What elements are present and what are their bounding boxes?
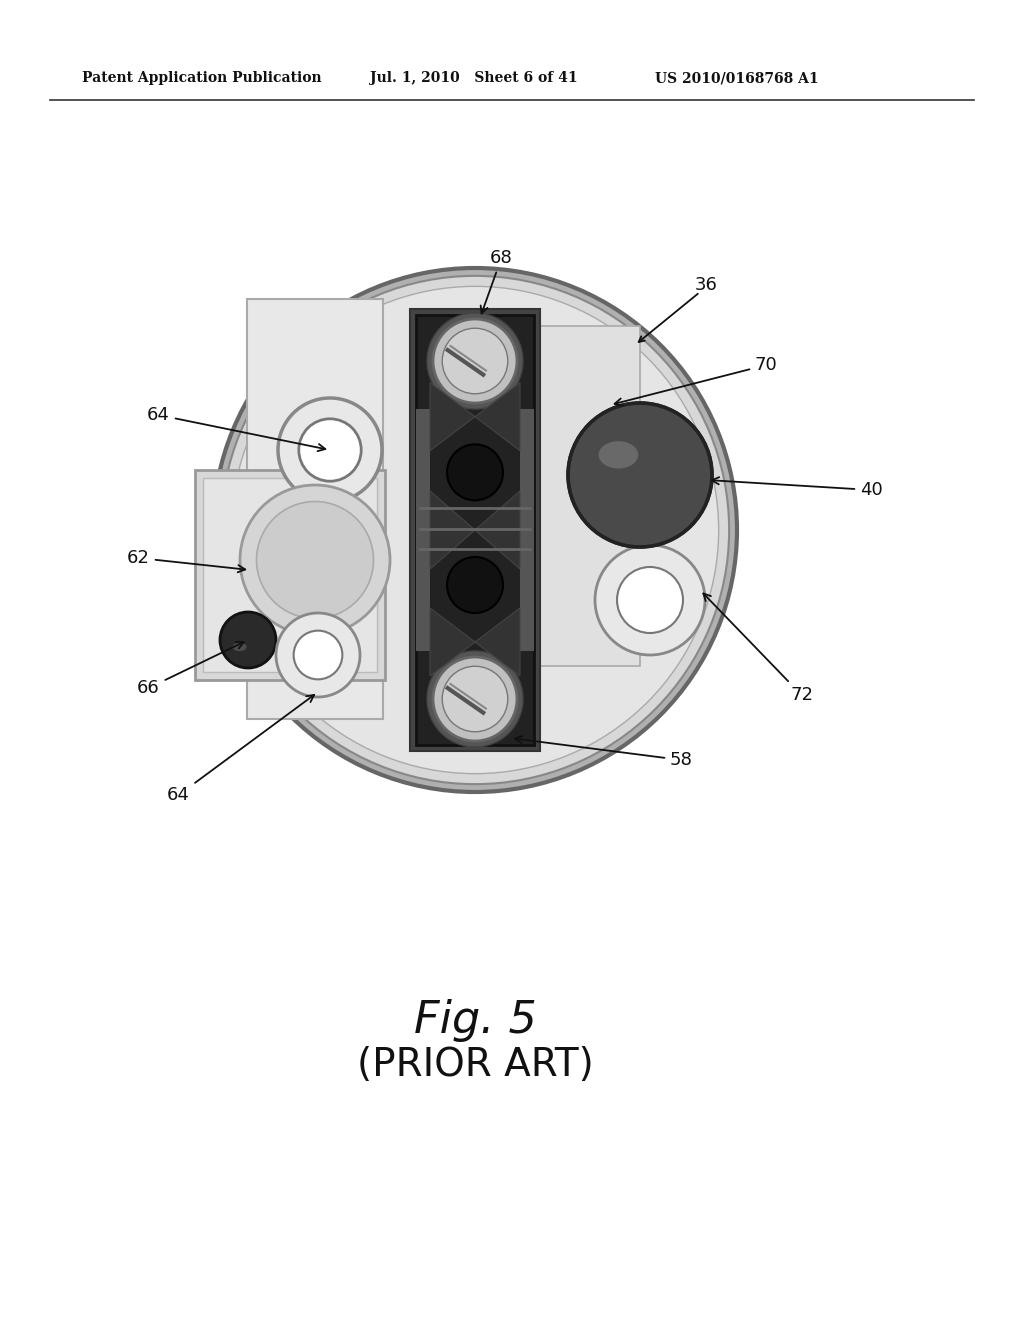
- Text: 66: 66: [137, 642, 244, 697]
- Text: 70: 70: [614, 356, 778, 405]
- Text: (PRIOR ART): (PRIOR ART): [356, 1045, 593, 1084]
- Circle shape: [231, 286, 719, 774]
- Circle shape: [213, 268, 737, 792]
- PathPatch shape: [430, 491, 520, 569]
- Ellipse shape: [232, 643, 247, 651]
- Circle shape: [220, 612, 276, 668]
- Circle shape: [276, 612, 360, 697]
- Bar: [247, 300, 383, 718]
- Circle shape: [299, 418, 361, 482]
- Bar: [203, 478, 377, 672]
- Text: 64: 64: [147, 407, 326, 451]
- Bar: [416, 315, 534, 744]
- PathPatch shape: [430, 609, 520, 676]
- Text: 36: 36: [695, 276, 718, 294]
- Bar: [520, 409, 534, 651]
- Circle shape: [278, 399, 382, 502]
- Circle shape: [595, 545, 705, 655]
- Circle shape: [221, 276, 729, 784]
- Circle shape: [427, 313, 523, 409]
- Text: Fig. 5: Fig. 5: [414, 998, 537, 1041]
- Ellipse shape: [599, 441, 638, 469]
- Circle shape: [568, 403, 712, 546]
- Circle shape: [427, 651, 523, 747]
- Circle shape: [442, 329, 508, 393]
- Text: 40: 40: [712, 477, 883, 499]
- Bar: [488, 326, 640, 667]
- Circle shape: [294, 631, 342, 680]
- Circle shape: [442, 667, 508, 731]
- Circle shape: [447, 445, 503, 500]
- Text: 62: 62: [127, 549, 245, 573]
- Circle shape: [447, 557, 503, 612]
- Text: US 2010/0168768 A1: US 2010/0168768 A1: [655, 71, 818, 84]
- Circle shape: [240, 484, 390, 635]
- Circle shape: [256, 502, 374, 619]
- Text: 64: 64: [167, 694, 314, 804]
- Text: 72: 72: [703, 594, 813, 704]
- PathPatch shape: [430, 383, 520, 450]
- Text: 58: 58: [515, 737, 693, 770]
- Circle shape: [433, 319, 517, 403]
- Text: Jul. 1, 2010   Sheet 6 of 41: Jul. 1, 2010 Sheet 6 of 41: [370, 71, 578, 84]
- Bar: [410, 309, 540, 751]
- Bar: [416, 409, 430, 651]
- Text: 68: 68: [480, 249, 513, 313]
- Circle shape: [617, 568, 683, 634]
- Bar: [195, 470, 385, 680]
- Circle shape: [433, 657, 517, 741]
- Text: Patent Application Publication: Patent Application Publication: [82, 71, 322, 84]
